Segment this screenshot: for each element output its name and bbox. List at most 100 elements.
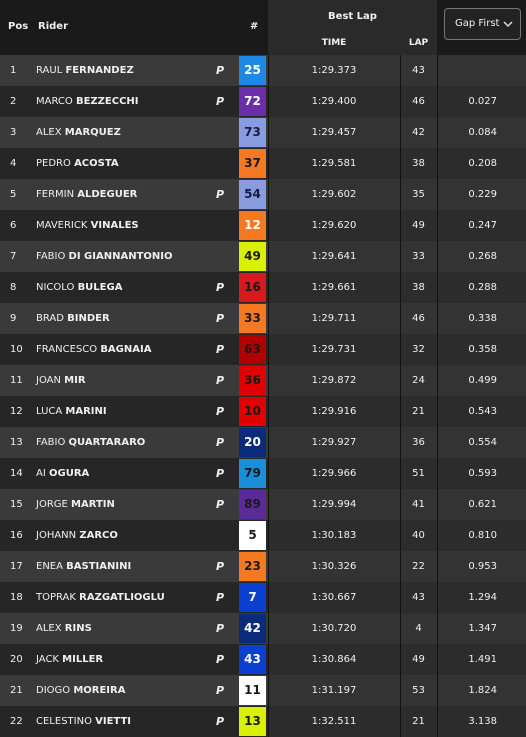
position: 11 (10, 375, 23, 386)
rider-number: 13 (239, 707, 266, 736)
position: 15 (10, 499, 23, 510)
rider-number: 7 (239, 583, 266, 612)
table-row: 7 FABIO DI GIANNANTONIO 49 1:29.641 33 0.268 (0, 241, 526, 272)
first-name: FRANCESCO (36, 344, 98, 355)
lap-number: 42 (412, 127, 425, 138)
gap-first: 0.338 (468, 313, 497, 324)
position: 8 (10, 282, 17, 293)
column-separator (268, 396, 269, 427)
column-separator (400, 210, 401, 241)
tyre-tag: P (216, 653, 225, 666)
column-separator (400, 86, 401, 117)
position: 18 (10, 592, 23, 603)
column-separator (268, 675, 269, 706)
last-name: MARTIN (71, 499, 115, 510)
column-separator (437, 396, 438, 427)
first-name: MAVERICK (36, 220, 88, 231)
column-separator (437, 210, 438, 241)
best-lap-cell-bg (268, 210, 526, 241)
column-separator (400, 303, 401, 334)
position: 10 (10, 344, 23, 355)
lap-time: 1:30.183 (311, 530, 357, 541)
column-separator (400, 551, 401, 582)
gap-first: 0.358 (468, 344, 497, 355)
column-separator (400, 334, 401, 365)
lap-time: 1:29.966 (311, 468, 357, 479)
gap-first: 0.593 (468, 468, 497, 479)
gap-first: 0.554 (468, 437, 497, 448)
rider-number: 5 (239, 521, 266, 550)
lap-number: 46 (412, 96, 425, 107)
lap-number: 51 (412, 468, 425, 479)
rider-number: 43 (239, 645, 266, 674)
tyre-tag: P (216, 374, 225, 387)
rider-name: FERMIN ALDEGUER (36, 179, 137, 210)
column-separator (268, 55, 269, 86)
pos-header: Pos (8, 21, 29, 32)
table-row: 10 FRANCESCO BAGNAIA P 63 1:29.731 32 0.358 (0, 334, 526, 365)
column-separator (268, 489, 269, 520)
last-name: FERNANDEZ (65, 65, 134, 76)
lap-time: 1:30.667 (311, 592, 357, 603)
best-lap-cell-bg (268, 272, 526, 303)
lap-time: 1:29.872 (311, 375, 357, 386)
column-separator (268, 117, 269, 148)
gap-first: 0.084 (468, 127, 497, 138)
rider-name: JOHANN ZARCO (36, 520, 118, 551)
rider-number: 36 (239, 366, 266, 395)
gap-first: 0.953 (468, 561, 497, 572)
gap-first: 0.229 (468, 189, 497, 200)
last-name: MIR (64, 375, 86, 386)
best-lap-cell-bg (268, 241, 526, 272)
table-row: 5 FERMIN ALDEGUER P 54 1:29.602 35 0.229 (0, 179, 526, 210)
lap-number: 49 (412, 220, 425, 231)
gap-first: 0.810 (468, 530, 497, 541)
tyre-tag: P (216, 715, 225, 728)
lap-time: 1:30.326 (311, 561, 357, 572)
rider-number: 16 (239, 273, 266, 302)
column-separator (400, 489, 401, 520)
column-separator (400, 458, 401, 489)
first-name: TOPRAK (36, 592, 76, 603)
column-separator (268, 272, 269, 303)
position: 4 (10, 158, 17, 169)
gap-first: 0.288 (468, 282, 497, 293)
column-separator (400, 644, 401, 675)
best-lap-cell-bg (268, 427, 526, 458)
rider-number: 37 (239, 149, 266, 178)
column-separator (437, 117, 438, 148)
lap-number: 4 (415, 623, 422, 634)
first-name: JORGE (36, 499, 68, 510)
lap-time: 1:32.511 (311, 716, 357, 727)
rider-name: ALEX RINS (36, 613, 92, 644)
column-separator (268, 334, 269, 365)
column-separator (268, 210, 269, 241)
table-row: 13 FABIO QUARTARARO P 20 1:29.927 36 0.554 (0, 427, 526, 458)
table-row: 4 PEDRO ACOSTA 37 1:29.581 38 0.208 (0, 148, 526, 179)
position: 17 (10, 561, 23, 572)
rider-number: 11 (239, 676, 266, 705)
table-row: 1 RAUL FERNANDEZ P 25 1:29.373 43 (0, 55, 526, 86)
column-separator (400, 706, 401, 737)
first-name: DIOGO (36, 685, 71, 696)
column-separator (268, 582, 269, 613)
lap-number: 40 (412, 530, 425, 541)
best-lap-cell-bg (268, 582, 526, 613)
table-row: 14 AI OGURA P 79 1:29.966 51 0.593 (0, 458, 526, 489)
position: 13 (10, 437, 23, 448)
gap-first: 0.268 (468, 251, 497, 262)
table-row: 8 NICOLO BULEGA P 16 1:29.661 38 0.288 (0, 272, 526, 303)
column-separator (437, 334, 438, 365)
lap-number: 43 (412, 65, 425, 76)
column-separator (437, 551, 438, 582)
gap-first: 0.247 (468, 220, 497, 231)
column-separator (268, 86, 269, 117)
rider-name: PEDRO ACOSTA (36, 148, 119, 179)
table-row: 20 JACK MILLER P 43 1:30.864 49 1.491 (0, 644, 526, 675)
lap-time: 1:29.602 (311, 189, 357, 200)
tyre-tag: P (216, 312, 225, 325)
gap-dropdown[interactable]: Gap First (444, 8, 521, 40)
position: 6 (10, 220, 17, 231)
best-lap-header-bg (268, 0, 437, 55)
first-name: LUCA (36, 406, 63, 417)
